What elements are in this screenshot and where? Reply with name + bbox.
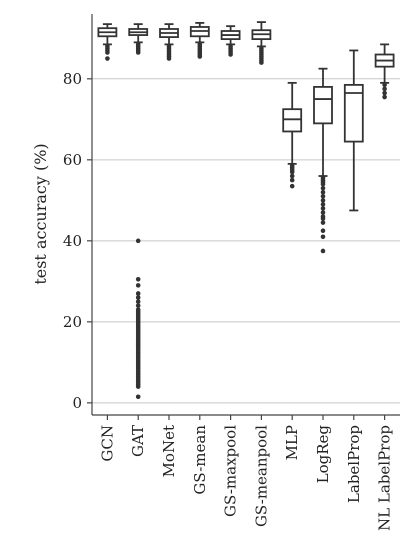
outlier-point <box>320 228 326 234</box>
outlier-point <box>289 169 295 175</box>
outlier-point <box>135 303 141 308</box>
outlier-point <box>320 189 326 195</box>
outlier-point <box>135 299 141 304</box>
box-GCN <box>97 23 118 61</box>
y-tick-label: 20 <box>63 313 82 331</box>
category-label: LabelProp <box>345 425 363 503</box>
box-iqr <box>343 83 364 143</box>
box-GS-maxpool <box>220 25 241 57</box>
y-tick-label: 40 <box>63 232 82 250</box>
outlier-point <box>320 198 326 203</box>
outlier-point <box>105 56 110 61</box>
outlier-point <box>197 54 203 59</box>
category-label: MoNet <box>160 425 178 477</box>
outlier-point <box>135 277 141 282</box>
axes <box>91 14 400 416</box>
category-label: MLP <box>283 425 301 460</box>
category-label: GS-maxpool <box>222 425 240 517</box>
outlier-point <box>135 384 141 389</box>
outlier-point <box>289 173 295 179</box>
outlier-point <box>289 177 295 183</box>
outlier-point <box>320 185 326 191</box>
category-label: LogReg <box>314 425 332 484</box>
outlier-point <box>289 183 295 189</box>
box-NL LabelProp <box>374 43 395 100</box>
gridlines <box>92 78 400 404</box>
box-GAT <box>128 23 149 400</box>
outlier-point <box>320 216 326 221</box>
outlier-point <box>382 82 387 88</box>
category-label: GAT <box>129 425 147 457</box>
outlier-point <box>320 220 326 225</box>
outlier-point <box>320 202 326 207</box>
box-MLP <box>282 81 303 189</box>
y-axis-title: test accuracy (%) <box>31 143 50 284</box>
outlier-point <box>320 248 326 254</box>
outlier-point <box>135 238 141 244</box>
outlier-point <box>166 56 172 61</box>
y-ticks: 0 20 40 60 80 <box>63 70 386 420</box>
outlier-point <box>320 234 326 240</box>
category-label: GS-meanpool <box>252 425 270 527</box>
box-LabelProp <box>343 49 364 212</box>
box-GS-mean <box>189 22 210 59</box>
boxes <box>97 21 395 400</box>
outlier-point <box>382 94 387 100</box>
box-MoNet <box>159 23 179 61</box>
category-label: GS-mean <box>191 425 209 495</box>
outlier-point <box>382 86 387 92</box>
box-LogReg <box>313 67 333 254</box>
outlier-point <box>105 50 110 55</box>
outlier-point <box>320 206 326 211</box>
y-tick-label: 60 <box>63 151 82 169</box>
outlier-point <box>382 90 387 96</box>
box-iqr <box>282 108 303 133</box>
y-tick-label: 80 <box>63 70 82 88</box>
category-label: NL LabelProp <box>376 425 394 531</box>
category-label: GCN <box>98 425 116 462</box>
category-labels: GCN GAT MoNet GS-mean GS-maxpool GS-meanpool M… <box>98 425 393 531</box>
outlier-point <box>135 394 141 400</box>
outlier-point <box>135 283 141 288</box>
box-iqr <box>313 86 333 125</box>
outlier-point <box>135 50 141 55</box>
outlier-point <box>135 295 141 300</box>
y-tick-label: 0 <box>72 394 82 412</box>
outlier-point <box>259 60 264 65</box>
outlier-point <box>320 193 326 199</box>
outlier-point <box>320 181 326 187</box>
box-GS-meanpool <box>251 21 272 65</box>
outlier-point <box>320 210 326 215</box>
outlier-point <box>228 52 233 57</box>
outlier-point <box>135 291 141 296</box>
